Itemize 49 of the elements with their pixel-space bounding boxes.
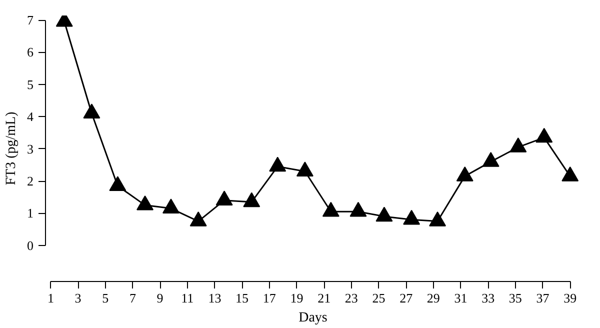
point [162,198,180,214]
x-tick-label: 29 [426,290,440,306]
x-tick-label: 1 [47,290,54,306]
point [190,212,207,226]
x-tick-label: 35 [508,290,522,306]
y-tick-label: 2 [27,174,34,189]
x-tick-label: 27 [400,290,414,306]
x-tick-label: 31 [454,290,468,306]
x-tick-label: 17 [262,290,276,306]
point [510,137,527,152]
point [482,152,500,167]
y-tick-label: 6 [27,44,34,60]
y-tick-label: 4 [27,109,34,124]
x-tick-label: 5 [102,290,109,306]
point [322,202,340,217]
x-tick-label: 21 [318,290,331,306]
point [243,192,260,208]
point [216,190,233,206]
x-tick-label: 25 [372,290,386,306]
point [350,202,367,217]
x-tick-label: 33 [482,290,495,306]
point [376,206,393,222]
point [296,162,314,176]
x-tick-label: 37 [536,290,550,306]
y-tick-label: 0 [27,238,34,253]
point [562,166,579,182]
y-tick-label: 7 [27,12,34,28]
point [536,128,553,143]
point [109,176,126,191]
x-tick-label: 15 [236,290,249,306]
x-tick-label: 23 [344,290,358,306]
x-tick-label: 9 [156,290,164,306]
x-tick-label: 39 [564,290,577,306]
point [136,195,154,210]
x-tick-label: 11 [181,290,194,306]
point [403,210,420,225]
x-axis-title: Days [298,310,328,326]
x-tick-label: 19 [290,290,304,306]
point [456,166,474,182]
y-tick-label: 1 [27,206,34,221]
point [269,156,286,172]
x-tick-label: 3 [74,290,82,306]
y-tick-label: 3 [27,141,34,156]
point [429,212,446,226]
y-axis-title: FT3 (pg/mL) [4,111,19,186]
y-tick-label: 5 [27,76,34,92]
x-tick-label: 13 [208,290,222,306]
x-tick-label: 7 [129,290,136,306]
point [83,104,100,119]
